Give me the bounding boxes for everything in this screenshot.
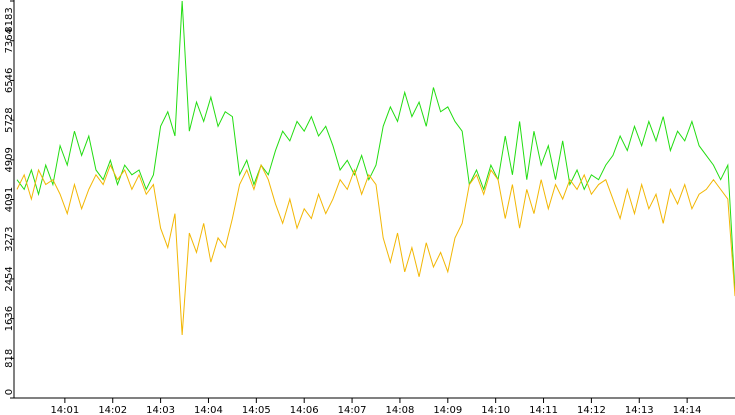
y-tick-label: 8183 — [4, 7, 15, 32]
x-tick-label: 14:07 — [338, 405, 367, 415]
series-line — [16, 163, 735, 335]
y-tick-label: 5728 — [4, 107, 15, 132]
x-tick-label: 14:03 — [146, 405, 175, 415]
x-tick-label: 14:05 — [242, 405, 271, 415]
x-tick-label: 14:09 — [433, 405, 462, 415]
x-tick-label: 14:11 — [529, 405, 558, 415]
x-tick-label: 14:02 — [98, 405, 127, 415]
y-tick-label: 6546 — [4, 68, 15, 93]
x-tick-label: 14:10 — [481, 405, 510, 415]
x-tick-label: 14:04 — [194, 405, 223, 415]
x-tick-label: 14:14 — [673, 405, 702, 415]
y-tick-label: 2454 — [4, 266, 15, 291]
y-tick-label: 0 — [4, 389, 15, 395]
y-tick-label: 4091 — [4, 187, 15, 212]
y-tick-label: 3273 — [4, 226, 15, 251]
series-line — [16, 0, 735, 292]
x-tick-label: 14:13 — [625, 405, 654, 415]
y-tick-label: 1636 — [4, 306, 15, 331]
y-tick-label: 4909 — [4, 147, 15, 172]
x-tick-label: 14:08 — [386, 405, 415, 415]
x-tick-label: 14:01 — [50, 405, 79, 415]
y-tick-label: 7364 — [4, 28, 15, 53]
x-tick-label: 14:12 — [577, 405, 606, 415]
y-tick-label: 818 — [4, 349, 15, 368]
x-tick-label: 14:06 — [290, 405, 319, 415]
